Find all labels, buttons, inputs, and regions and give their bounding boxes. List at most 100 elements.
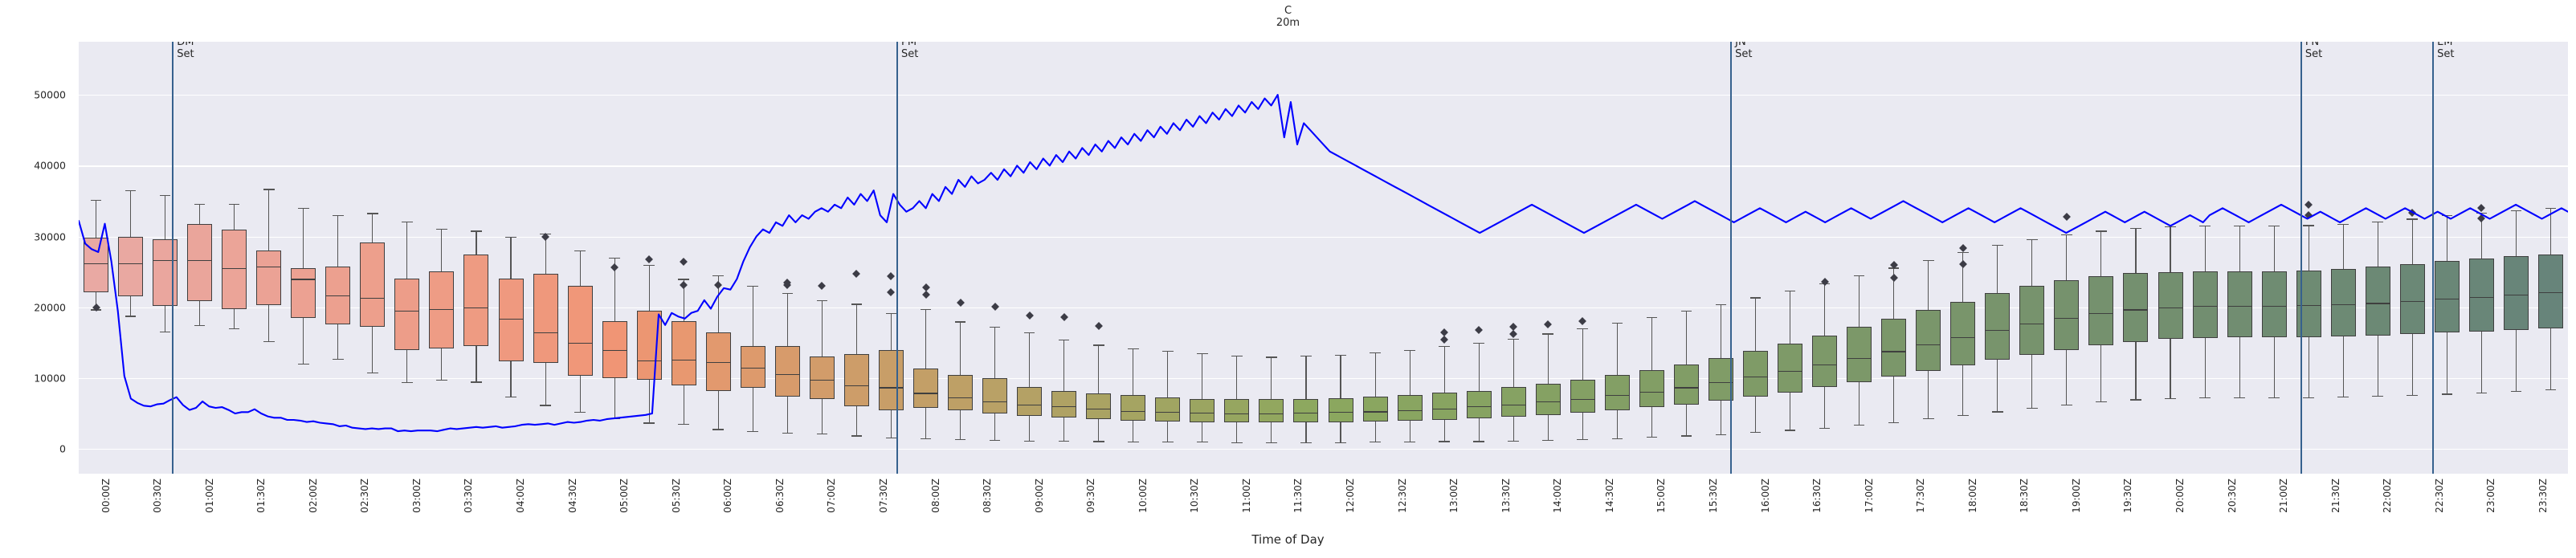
whisker-cap-lower [1300,442,1312,444]
boxplot-median [498,318,524,320]
whisker-cap-upper [989,326,1001,328]
whisker-upper [786,293,788,347]
whisker-upper [1478,342,1480,391]
whisker-cap-lower [920,438,932,440]
boxplot-median [360,298,386,299]
x-tick-label: 15:00Z [1655,479,1668,513]
whisker-cap-lower [1646,437,1658,438]
whisker-cap-lower [1922,418,1934,420]
event-vline-pm [896,42,899,474]
today-series-line [79,94,2568,433]
grid-layer [79,42,2568,474]
boxplot-median [2296,305,2321,307]
x-tick-label: 23:30Z [2537,479,2549,513]
whisker-cap-upper [1023,332,1035,333]
x-tick-label: 14:30Z [1603,479,1615,513]
x-tick-label: 09:00Z [1033,479,1045,513]
x-tick-label: 01:00Z [203,479,215,513]
boxplot-box [2330,269,2356,336]
boxplot-box [1466,390,1492,419]
whisker-lower [1928,371,1929,419]
whisker-cap-lower [436,379,447,381]
x-tick-label: 18:00Z [1966,479,1978,513]
whisker-cap-upper [1508,338,1520,340]
boxplot-box [948,374,974,410]
whisker-lower [1236,422,1238,443]
boxplot-box [1086,393,1112,420]
boxplot-median [567,342,593,344]
boxplot-box [2019,286,2045,355]
whisker-lower [268,305,270,342]
whisker-cap-lower [2545,389,2557,391]
boxplot-box [705,332,731,391]
gridline [79,236,2568,238]
boxplot-median [1916,344,1941,345]
boxplot-box [2158,271,2183,340]
whisker-upper [234,203,235,230]
whisker-upper [268,189,270,251]
whisker-upper [1754,297,1757,352]
whisker-lower [890,409,892,438]
whisker-lower [1098,419,1100,442]
boxplot-box [1916,310,1941,372]
whisker-cap-upper [1749,297,1762,299]
boxplot-median [1397,409,1423,411]
x-tick-mark [614,474,616,478]
whisker-upper [960,321,961,375]
whisker-upper [2273,226,2275,271]
x-tick-mark [1962,474,1964,478]
x-tick-label: 16:30Z [1811,479,1823,513]
whisker-cap-upper [2337,223,2349,225]
whisker-cap-lower [1680,435,1692,437]
whisker-lower [960,409,961,439]
whisker-upper [1063,340,1065,391]
boxplot-box [1293,398,1319,423]
x-tick-mark [1081,474,1083,478]
x-tick-label: 04:30Z [566,479,578,513]
whisker-upper [406,222,408,279]
boxplot-box [1708,358,1733,401]
boxplot-box [394,279,420,350]
whisker-upper [1305,355,1307,399]
x-tick-mark [2533,474,2534,478]
boxplot-median [809,379,835,381]
whisker-lower [1997,360,1998,412]
boxplot-box [2192,271,2218,338]
x-tick-label: 08:30Z [982,479,994,513]
whisker-upper [2135,227,2137,274]
whisker-upper [1824,283,1826,336]
whisker-cap-upper [471,230,482,232]
x-tick-mark [1444,474,1446,478]
whisker-lower [1513,417,1514,441]
boxplot-median [1778,371,1803,373]
whisker-cap-upper [954,321,966,323]
whisker-cap-upper [332,215,344,217]
whisker-lower [648,379,650,423]
whisker-cap-lower [2027,407,2038,409]
boxplot-median [2227,305,2252,308]
boxplot-box [1190,398,1215,422]
whisker-cap-upper [1161,350,1174,352]
boxplot-box [671,321,696,385]
x-tick-mark [1911,474,1913,478]
event-vline-fn [2300,42,2303,474]
boxplot-median [2330,304,2356,306]
boxplot-box [1639,370,1664,408]
whisker-cap-upper [2510,210,2522,212]
boxplot-median [2399,300,2425,302]
boxplot-box [222,229,247,310]
whisker-cap-lower [2441,393,2453,395]
x-tick-label: 15:30Z [1707,479,1719,513]
whisker-lower [372,326,374,373]
whisker-cap-upper [1853,275,1865,277]
whisker-cap-upper [1680,311,1692,312]
x-tick-label: 01:30Z [255,479,267,513]
event-label-dm: DM Set [177,42,194,60]
boxplot-median [118,263,144,265]
y-tick-label: 40000 [34,159,66,172]
boxplot-box [291,268,316,318]
y-tick-label: 50000 [34,88,66,101]
boxplot-box [1985,293,2011,360]
whisker-lower [1478,418,1480,442]
